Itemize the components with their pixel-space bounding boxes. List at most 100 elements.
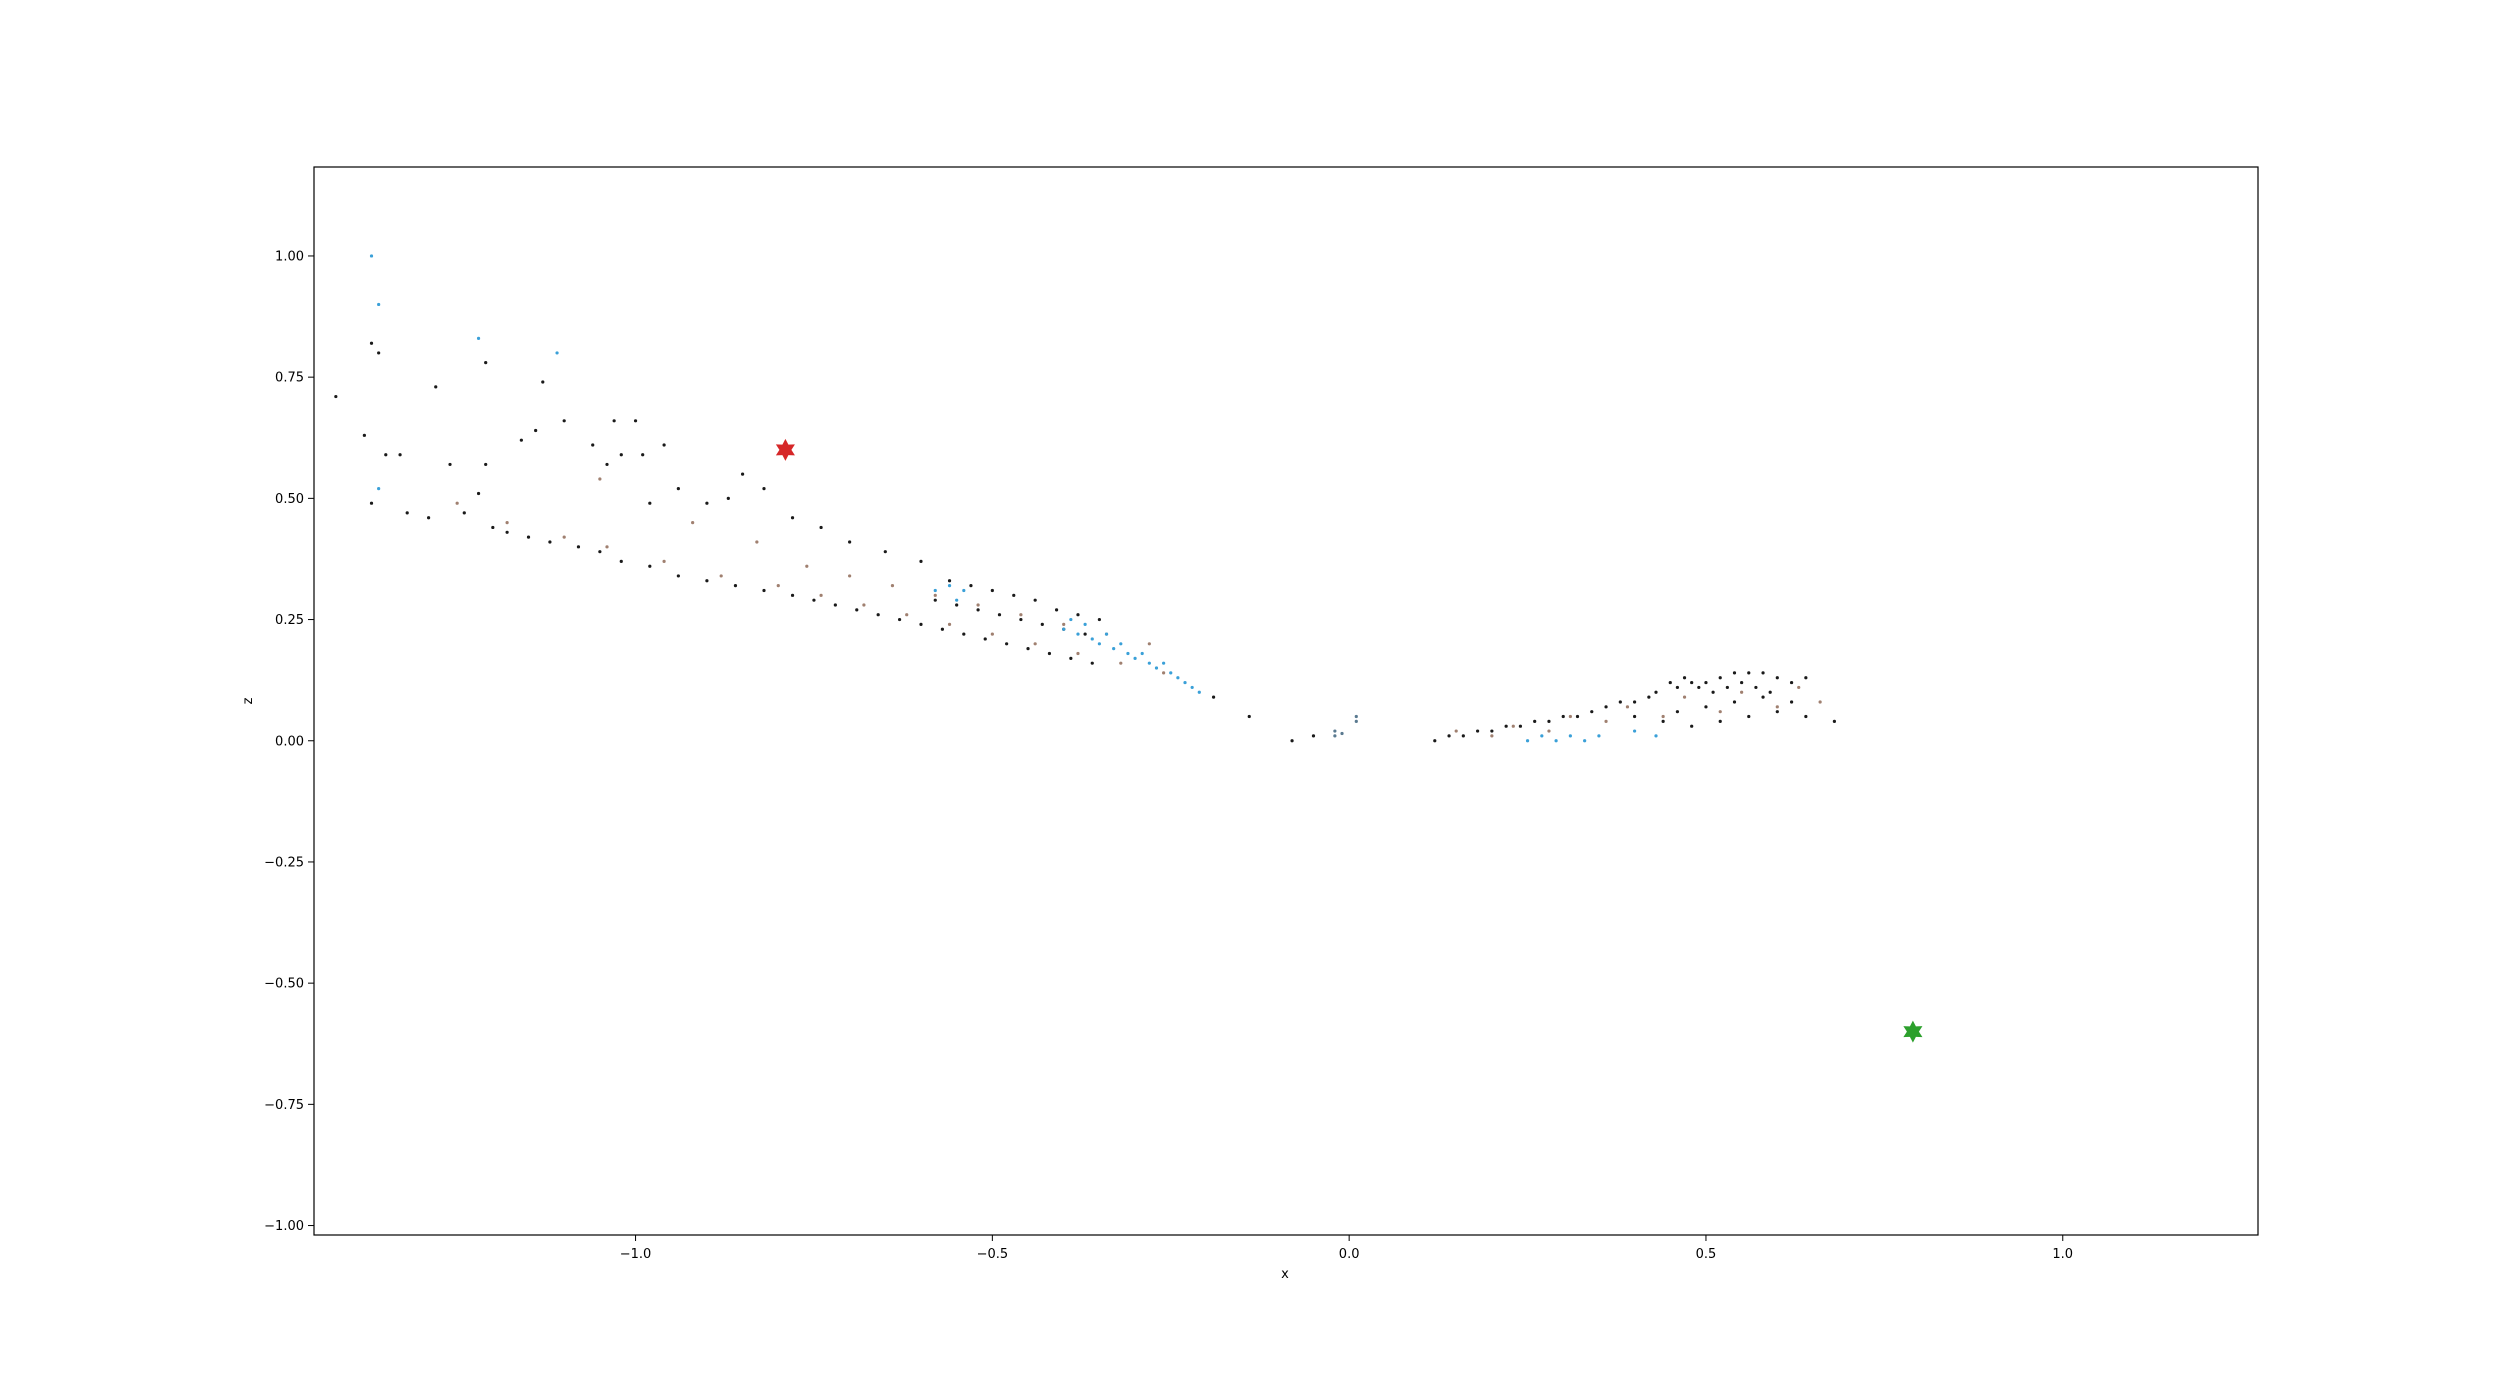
scatter-point: [962, 588, 966, 593]
scatter-point: [762, 487, 766, 491]
scatter-point: [962, 632, 966, 636]
scatter-point: [1126, 651, 1130, 656]
scatter-point: [976, 603, 980, 607]
scatter-point: [1732, 671, 1737, 675]
scatter-point: [1647, 695, 1651, 699]
scatter-point: [405, 511, 409, 515]
scatter-point: [1033, 642, 1037, 646]
scatter-point: [1789, 680, 1794, 685]
scatter-point: [1818, 700, 1822, 704]
scatter-point: [1740, 680, 1744, 685]
scatter-point: [633, 419, 638, 423]
scatter-point: [541, 380, 545, 384]
scatter-point: [1083, 622, 1087, 627]
scatter-point: [377, 302, 381, 307]
scatter-point: [619, 453, 623, 457]
scatter-point: [933, 588, 937, 593]
scatter-point: [1661, 714, 1665, 719]
scatter-point: [1005, 642, 1009, 646]
scatter-point: [1119, 642, 1123, 646]
scatter-point: [1040, 622, 1044, 627]
scatter-point: [719, 574, 723, 578]
scatter-point: [476, 491, 481, 496]
scatter-point: [1183, 680, 1187, 685]
scatter-point: [462, 511, 466, 515]
scatter-point: [562, 535, 566, 539]
scatter-point: [676, 487, 680, 491]
scatter-point: [1076, 632, 1080, 636]
y-tick-label: 0.75: [275, 371, 304, 386]
scatter-point: [790, 516, 795, 520]
scatter-point: [1019, 617, 1023, 622]
y-tick-label: −1.00: [264, 1219, 304, 1234]
scatter-point: [1490, 729, 1494, 733]
scatter-point: [1511, 724, 1515, 728]
scatter-point: [726, 496, 730, 500]
scatter-point: [1604, 705, 1608, 709]
x-tick-label: 0.0: [1339, 1247, 1360, 1262]
scatter-point: [598, 550, 602, 554]
scatter-point: [848, 574, 852, 578]
scatter-point: [505, 530, 509, 534]
scatter-point: [955, 603, 959, 607]
scatter-point: [1062, 622, 1066, 627]
y-tick-label: 0.25: [275, 613, 304, 628]
scatter-point: [576, 545, 581, 549]
scatter-point: [955, 598, 959, 602]
scatter-point: [1704, 705, 1708, 709]
scatter-point: [755, 540, 759, 544]
scatter-point: [1090, 637, 1094, 641]
y-tick-label: 1.00: [275, 249, 304, 264]
scatter-point: [427, 516, 431, 520]
scatter-point: [1333, 734, 1337, 738]
scatter-point: [1654, 690, 1658, 694]
scatter-point: [1019, 613, 1023, 617]
scatter-point: [1540, 734, 1544, 738]
scatter-point: [762, 588, 766, 593]
scatter-point: [1290, 739, 1294, 743]
scatter-point: [819, 593, 823, 597]
scatter-point: [598, 477, 602, 481]
scatter-point: [1547, 719, 1551, 723]
scatter-point: [1704, 680, 1708, 685]
scatter-point: [1690, 724, 1694, 728]
scatter-point: [862, 603, 866, 607]
scatter-point: [1012, 593, 1016, 597]
scatter-point: [1604, 719, 1608, 723]
scatter-point: [819, 525, 823, 530]
scatter-point: [997, 613, 1002, 617]
scatter-point: [705, 501, 709, 505]
scatter-point: [1197, 690, 1201, 694]
scatter-point: [491, 525, 495, 530]
scatter-point: [883, 550, 887, 554]
scatter-point: [1775, 705, 1779, 709]
scatter-point: [1133, 656, 1137, 660]
scatter-point: [1454, 729, 1458, 733]
scatter-point: [1775, 676, 1779, 680]
scatter-point: [648, 501, 652, 505]
scatter-point: [505, 520, 509, 525]
scatter-point: [990, 632, 994, 636]
scatter-point: [1568, 714, 1572, 719]
scatter-point: [1804, 676, 1808, 680]
scatter-point: [1575, 714, 1580, 719]
scatter-point: [1504, 724, 1508, 728]
scatter-point: [990, 588, 994, 593]
scatter-point: [1718, 719, 1722, 723]
scatter-point: [1590, 710, 1594, 714]
scatter-point: [519, 438, 523, 442]
scatter-point: [1140, 651, 1144, 656]
scatter-point: [1076, 651, 1080, 656]
scatter-point: [1568, 734, 1572, 738]
scatter-point: [1311, 734, 1316, 738]
scatter-point: [1675, 710, 1680, 714]
scatter-point: [1668, 680, 1672, 685]
scatter-point: [1797, 685, 1801, 690]
x-tick-label: 0.5: [1696, 1247, 1717, 1262]
target-marker-green: [1903, 1020, 1923, 1043]
scatter-point: [591, 443, 595, 447]
scatter-point: [1447, 734, 1451, 738]
data-points-layer: [334, 254, 1923, 1043]
